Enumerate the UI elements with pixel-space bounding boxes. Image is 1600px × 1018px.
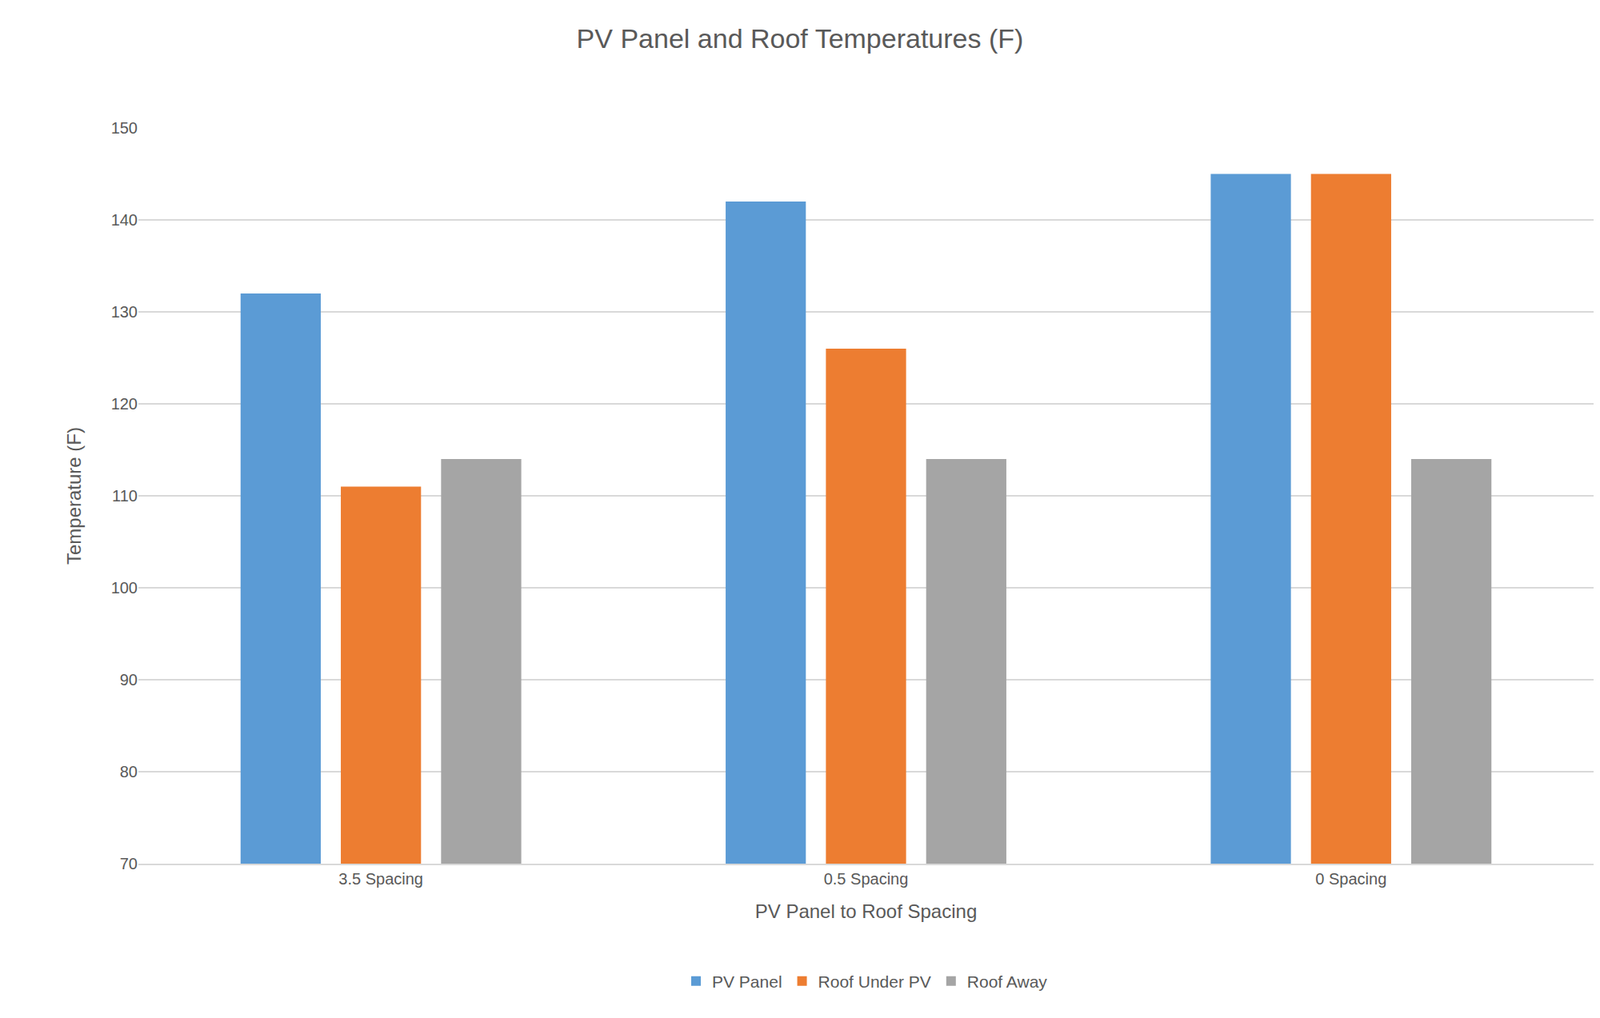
svg-text:110: 110 xyxy=(112,487,138,505)
svg-text:PV Panel to Roof Spacing: PV Panel to Roof Spacing xyxy=(755,900,978,923)
svg-text:Temperature (F): Temperature (F) xyxy=(63,427,85,565)
svg-text:70: 70 xyxy=(120,855,138,873)
svg-text:PV Panel: PV Panel xyxy=(712,972,783,992)
svg-text:PV Panel and Roof Temperatures: PV Panel and Roof Temperatures (F) xyxy=(576,23,1024,54)
svg-text:0.5 Spacing: 0.5 Spacing xyxy=(824,870,909,888)
svg-text:100: 100 xyxy=(111,579,138,597)
svg-text:130: 130 xyxy=(111,303,138,321)
svg-text:Roof Away: Roof Away xyxy=(967,972,1048,992)
svg-text:3.5 Spacing: 3.5 Spacing xyxy=(338,870,424,888)
svg-text:80: 80 xyxy=(120,763,138,781)
svg-text:0 Spacing: 0 Spacing xyxy=(1315,870,1387,888)
svg-text:90: 90 xyxy=(120,671,138,689)
svg-text:Roof Under PV: Roof Under PV xyxy=(818,972,932,992)
svg-text:120: 120 xyxy=(111,395,138,413)
svg-text:150: 150 xyxy=(111,119,138,137)
svg-text:140: 140 xyxy=(111,211,138,229)
